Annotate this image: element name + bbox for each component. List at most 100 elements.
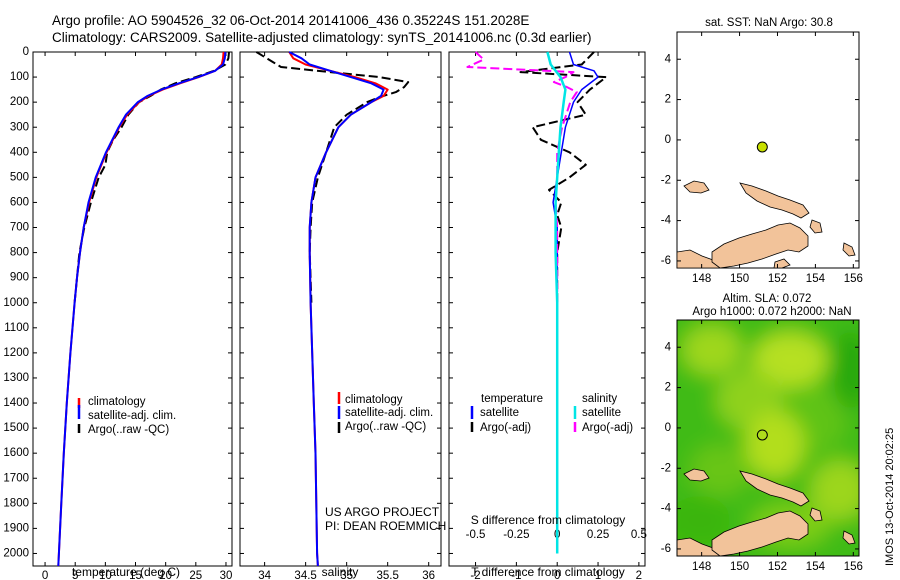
depth-tick-label: 1500 (3, 422, 29, 434)
series-satellite-temperature (57, 51, 227, 567)
series-satellite-salinity-difference (546, 51, 567, 554)
temperature-legend: climatology satellite-adj. clim. Argo(..… (77, 396, 176, 436)
salinity-x-tick-label: 34 (258, 570, 271, 580)
difference-x-tick-label: -2 (470, 570, 480, 580)
salinity-x-tick-label: 35.5 (376, 570, 398, 580)
depth-tick-label: 1600 (3, 447, 29, 459)
map-x-tick-label: 154 (806, 561, 826, 573)
temperature-x-tick-label: 5 (72, 570, 78, 580)
depth-tick-label: 300 (10, 121, 29, 133)
map-x-tick-label: 156 (844, 273, 863, 285)
difference-x-tick-label: 2 (636, 570, 642, 580)
temperature-x-tick-label: 20 (159, 570, 172, 580)
s-difference-tick-label: 0.5 (631, 529, 647, 541)
salinity-x-tick-label: 35 (340, 570, 353, 580)
depth-tick-label: 1200 (3, 347, 29, 359)
sla-field (677, 320, 859, 556)
legend-label-satellite: satellite-adj. clim. (88, 410, 176, 422)
land-solomon-islands (842, 242, 856, 257)
map-x-tick-label: 154 (806, 273, 826, 285)
land-island-west (683, 468, 710, 482)
imos-watermark: IMOS 13-Oct-2014 20:02:25 (884, 428, 896, 566)
sla-map-frame (676, 319, 860, 557)
map-y-tick-label: 4 (665, 53, 672, 65)
depth-tick-label: 500 (10, 171, 29, 183)
depth-tick-label: 1300 (3, 372, 29, 384)
header-line-1: Argo profile: AO 5904526_32 06-Oct-2014 … (52, 13, 529, 28)
land-new-ireland (739, 182, 810, 219)
depth-tick-label: 1100 (4, 322, 29, 334)
salinity-legend: climatology satellite-adj. clim. Argo(..… (337, 392, 433, 433)
map-y-tick-label: -4 (661, 215, 672, 227)
depth-tick-label: 1700 (3, 472, 29, 484)
t-difference-label: T difference from climatology (471, 565, 625, 579)
land-island-south (773, 258, 791, 268)
difference-panel: -2 -1 0 1 2-0.5 -0.25 0 0.25 0.5 S difference fr… (448, 51, 647, 580)
temperature-x-tick-label: 25 (189, 570, 202, 580)
sst-map-frame (676, 31, 860, 269)
argo-position-marker (756, 141, 768, 153)
series-satellite-temperature-difference (552, 51, 599, 554)
salinity-x-tick-label: 36 (422, 570, 435, 580)
depth-tick-label: 600 (10, 196, 29, 208)
map-x-tick-label: 152 (768, 273, 787, 285)
temperature-x-tick-label: 15 (129, 570, 142, 580)
land-new-britain (711, 222, 809, 268)
legend-label-temp-satellite: satellite (480, 407, 519, 419)
land-bougainville (809, 219, 823, 234)
depth-tick-label: 2000 (3, 547, 29, 559)
difference-legend: temperature satellite Argo(-adj) salinit… (470, 393, 633, 434)
sla-map-title-2: Argo h1000: 0.072 h2000: NaN (692, 306, 851, 318)
map-x-tick-label: 152 (768, 561, 787, 573)
land-masses (677, 180, 856, 268)
series-satellite-salinity (288, 51, 385, 567)
temperature-xlabel: temperature (deg C) (72, 565, 180, 579)
temperature-x-tick-label: 30 (220, 570, 233, 580)
depth-tick-label: 1900 (3, 522, 29, 534)
depth-tick-label: 100 (10, 71, 29, 83)
map-y-tick-label: 0 (665, 134, 671, 146)
legend-label-satellite: satellite-adj. clim. (345, 407, 433, 419)
land-island-west (683, 180, 710, 194)
series-argo-salinity-difference (466, 51, 578, 303)
legend-label-temp-argo: Argo(-adj) (480, 422, 531, 434)
header-line-2: Climatology: CARS2009. Satellite-adjuste… (52, 30, 592, 45)
map-y-tick-label: 4 (665, 341, 672, 353)
depth-tick-label: 1000 (3, 297, 29, 309)
temperature-panel: 0100200300400500600700800900100011001200… (3, 46, 233, 580)
legend-label-argo: Argo(..raw -QC) (88, 424, 169, 436)
difference-x-tick-label: 1 (595, 570, 601, 580)
legend-label-climatology: climatology (88, 396, 146, 408)
argo-position-marker (756, 429, 768, 441)
depth-tick-label: 1800 (3, 497, 29, 509)
temperature-plot-frame (32, 51, 233, 567)
salinity-x-tick-label: 34.5 (294, 570, 316, 580)
map-x-tick-label: 156 (844, 561, 863, 573)
difference-plot-frame (448, 51, 646, 567)
salinity-panel: 34 34.5 35 35.5 36 salinity climatology sate… (239, 51, 446, 580)
difference-x-tick-label: -1 (511, 570, 521, 580)
s-difference-label: S difference from climatology (471, 513, 626, 527)
legend-label-climatology: climatology (345, 394, 403, 406)
map-y-tick-label: -4 (661, 503, 672, 515)
legend-label-sal-argo: Argo(-adj) (582, 422, 633, 434)
land-bougainville (809, 507, 823, 522)
map-x-tick-label: 150 (730, 273, 749, 285)
map-x-tick-label: 150 (730, 561, 749, 573)
depth-tick-label: 800 (10, 247, 29, 259)
salinity-plot-frame (239, 51, 442, 567)
land-masses (677, 468, 856, 556)
salinity-xlabel: salinity (322, 565, 359, 579)
map-y-tick-label: -2 (661, 174, 671, 186)
s-difference-tick-label: 0.25 (587, 529, 609, 541)
s-difference-tick-label: -0.5 (466, 529, 486, 541)
depth-tick-label: 700 (10, 222, 29, 234)
sst-map-title: sat. SST: NaN Argo: 30.8 (705, 17, 833, 29)
land-new-ireland (739, 470, 810, 507)
legend-title-temperature: temperature (481, 393, 543, 405)
temperature-x-tick-label: 10 (99, 570, 112, 580)
map-y-tick-label: -2 (661, 462, 671, 474)
map-y-tick-label: 0 (665, 422, 671, 434)
depth-tick-label: 400 (10, 146, 29, 158)
